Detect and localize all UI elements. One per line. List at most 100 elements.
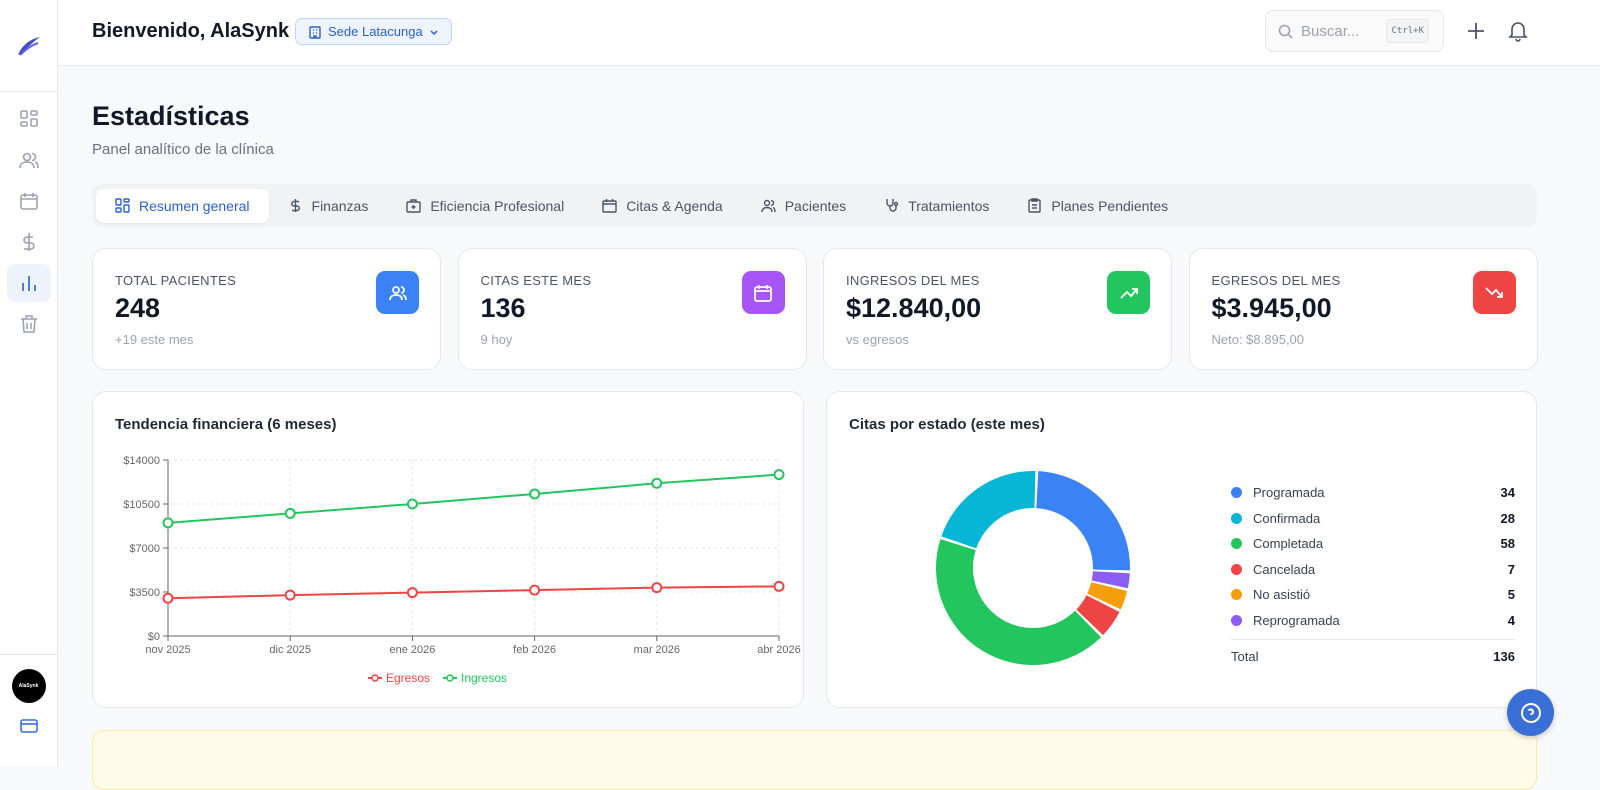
- legend-value: 5: [1507, 587, 1515, 603]
- dollar-icon: [290, 198, 300, 212]
- y-tick-label: $14000: [123, 455, 160, 467]
- tab-pacientes[interactable]: Pacientes: [742, 189, 865, 223]
- stethoscope-icon: [886, 198, 899, 212]
- legend-value: 58: [1500, 536, 1515, 552]
- slice-reprogramada[interactable]: [1091, 571, 1130, 589]
- users-icon: [18, 152, 39, 169]
- legend-marker: [446, 674, 454, 682]
- avatar[interactable]: AlaSynk: [11, 669, 46, 703]
- add-icon[interactable]: [1466, 20, 1486, 42]
- x-tick-label: feb 2026: [513, 644, 556, 656]
- data-point[interactable]: [773, 580, 785, 592]
- total-value: 136: [1493, 648, 1515, 664]
- legend-item[interactable]: Completada 58: [1231, 531, 1515, 557]
- line-chart: $0 $3500 $7000 $10500 $14000 nov 2025 dic 2025…: [123, 455, 800, 685]
- legend-item[interactable]: Cancelada 7: [1231, 557, 1515, 583]
- nav-dashboard[interactable]: [7, 100, 51, 138]
- dollar-icon: [22, 233, 35, 251]
- data-point[interactable]: [284, 507, 296, 519]
- nav-users[interactable]: [7, 141, 51, 179]
- legend-item[interactable]: Programada 34: [1231, 480, 1515, 506]
- data-point[interactable]: [651, 477, 663, 489]
- appointments-status-card: Citas por estado (este mes) Programada 34…: [826, 391, 1537, 708]
- slice-no-asisti-[interactable]: [1087, 582, 1128, 610]
- legend-label: Confirmada: [1253, 510, 1321, 526]
- slice-cancelada[interactable]: [1076, 595, 1120, 636]
- data-point[interactable]: [773, 469, 785, 481]
- search-input[interactable]: Buscar... Ctrl+K: [1265, 10, 1444, 52]
- legend-dot: [1231, 538, 1242, 550]
- legend-value: 7: [1507, 561, 1515, 577]
- calendar-icon: [741, 271, 785, 314]
- help-button[interactable]: [1507, 689, 1554, 736]
- legend-value: 34: [1500, 485, 1515, 501]
- legend-label[interactable]: Egresos: [386, 671, 430, 685]
- kpi-value: $12.840,00: [846, 293, 982, 323]
- tab-finanzas[interactable]: Finanzas: [269, 189, 388, 223]
- bell-icon[interactable]: [1508, 20, 1528, 42]
- data-point[interactable]: [406, 587, 418, 599]
- kpi-hint: vs egresos: [846, 332, 909, 347]
- kpi-label: EGRESOS DEL MES: [1211, 273, 1341, 288]
- legend-value: 4: [1507, 612, 1515, 628]
- app-logo[interactable]: [0, 0, 57, 92]
- nav-finance[interactable]: [7, 223, 51, 261]
- legend-item[interactable]: Confirmada 28: [1231, 506, 1515, 532]
- trash-icon: [20, 315, 37, 333]
- legend-dot: [1231, 487, 1242, 499]
- x-tick-label: mar 2026: [634, 644, 680, 656]
- donut-legend: Programada 34 Confirmada 28 Completada 58 Canc…: [1231, 480, 1515, 665]
- users-icon: [761, 199, 776, 212]
- kpi-label: TOTAL PACIENTES: [115, 273, 237, 288]
- nav-statistics[interactable]: [6, 264, 51, 302]
- calendar-icon: [19, 193, 38, 210]
- data-point[interactable]: [529, 584, 541, 596]
- tab-planes-pendientes[interactable]: Planes Pendientes: [1008, 189, 1187, 223]
- legend-dot: [1231, 589, 1242, 601]
- data-point[interactable]: [284, 589, 296, 601]
- series-line-egresos: [167, 585, 780, 600]
- slice-programada[interactable]: [1036, 471, 1130, 571]
- tabs: Resumen general Finanzas Eficiencia Profes…: [92, 184, 1537, 227]
- slice-completada[interactable]: [936, 539, 1101, 665]
- slice-confirmada[interactable]: [941, 471, 1036, 549]
- y-tick-label: $10500: [123, 499, 160, 511]
- tab-tratamientos[interactable]: Tratamientos: [865, 189, 1008, 223]
- data-point[interactable]: [162, 592, 174, 604]
- data-point[interactable]: [162, 517, 174, 529]
- data-point[interactable]: [406, 498, 418, 510]
- x-tick-label: ene 2026: [389, 644, 435, 656]
- nav-trash[interactable]: [7, 305, 51, 343]
- legend-dot: [1231, 512, 1242, 524]
- sede-selector[interactable]: Sede Latacunga: [295, 18, 452, 45]
- users-icon: [376, 271, 419, 314]
- dashboard-icon: [115, 197, 130, 213]
- chevron-down-icon: [430, 29, 438, 35]
- data-point[interactable]: [529, 488, 541, 500]
- donut-chart: [936, 471, 1130, 665]
- building-icon: [309, 25, 321, 39]
- trending-up-icon: [1107, 271, 1150, 314]
- legend-label[interactable]: Ingresos: [461, 671, 507, 685]
- legend-label: Reprogramada: [1253, 612, 1340, 628]
- tab-resumen-general[interactable]: Resumen general: [96, 188, 269, 223]
- tab-eficiencia-profesional[interactable]: Eficiencia Profesional: [387, 189, 583, 223]
- financial-trend-card: Tendencia financiera (6 meses) $0 $3500 $7…: [92, 391, 804, 708]
- nav-calendar[interactable]: [7, 182, 51, 220]
- legend-item[interactable]: Reprogramada 4: [1231, 608, 1515, 634]
- chart-title: Citas por estado (este mes): [849, 416, 1045, 433]
- legend-label: Cancelada: [1253, 561, 1316, 577]
- kpi-hint: Neto: $8.895,00: [1211, 332, 1305, 347]
- legend-dot: [1231, 563, 1242, 575]
- briefcase-medical-icon: [406, 198, 422, 213]
- legend-item[interactable]: No asistió 5: [1231, 582, 1515, 608]
- search-icon: [1278, 24, 1293, 39]
- kpi-card: TOTAL PACIENTES 248 +19 este mes: [92, 248, 441, 370]
- kpi-hint: 9 hoy: [480, 332, 513, 347]
- legend-total: Total 136: [1231, 639, 1515, 665]
- data-point[interactable]: [651, 582, 663, 594]
- dashboard-icon: [19, 110, 38, 127]
- calendar-icon: [602, 198, 617, 213]
- tab-citas-agenda[interactable]: Citas & Agenda: [583, 189, 742, 223]
- card-icon[interactable]: [19, 719, 38, 733]
